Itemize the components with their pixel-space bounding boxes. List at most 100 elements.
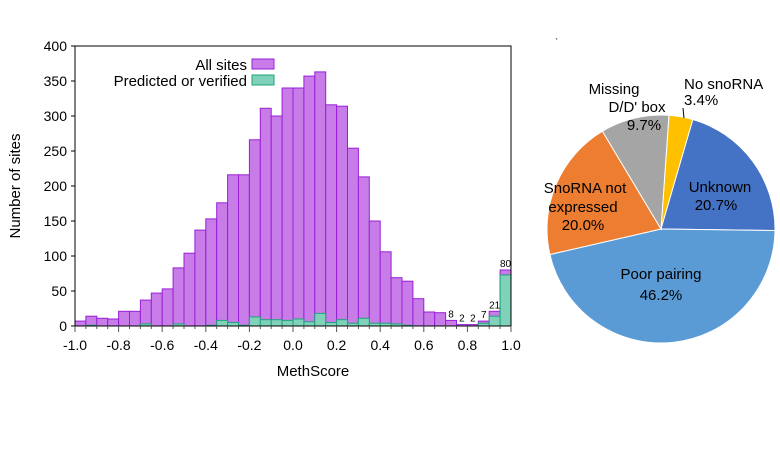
y-axis-label: Number of sites bbox=[7, 133, 24, 238]
bar-all-sites-30 bbox=[401, 280, 414, 327]
histogram: 0 50 100 150 200 250 300 350 400 -1.0 -0.8 -0.6 -0.4… bbox=[44, 38, 521, 353]
bar-all-sites-12 bbox=[205, 218, 218, 327]
bar-all-sites-29 bbox=[390, 277, 403, 327]
histogram-legend: All sites Predicted or verified bbox=[114, 57, 275, 90]
bar-all-sites-28 bbox=[379, 251, 392, 327]
bar-all-sites-16 bbox=[248, 139, 261, 327]
bar-all-sites-14 bbox=[227, 174, 240, 327]
y-tick-label: 50 bbox=[51, 283, 67, 299]
bar-all-sites-21 bbox=[303, 75, 316, 327]
bar-predicted-19 bbox=[281, 319, 294, 327]
pie-label-notexp-1: SnoRNA not bbox=[544, 180, 627, 197]
pie-chart bbox=[546, 114, 776, 344]
bar-predicted-14 bbox=[227, 322, 240, 327]
bar-all-sites-2 bbox=[96, 317, 109, 327]
pie-label-poor-1: Poor pairing bbox=[621, 266, 702, 283]
legend-label-all-sites: All sites bbox=[195, 57, 247, 74]
stray-mark: ' bbox=[556, 37, 558, 46]
pie-slice-poor-pairing bbox=[549, 228, 776, 344]
bar-predicted-23 bbox=[325, 322, 338, 327]
bar-all-sites-4 bbox=[118, 310, 130, 327]
bar-predicted-39 bbox=[499, 274, 512, 327]
bar-all-sites-9 bbox=[172, 267, 185, 327]
pie-label-no-snorna-1: No snoRNA bbox=[684, 76, 763, 93]
y-tick-label: 200 bbox=[44, 178, 68, 194]
bar-all-sites-25 bbox=[347, 147, 359, 327]
bar-all-sites-20 bbox=[292, 87, 305, 327]
bar-all-sites-24 bbox=[336, 105, 349, 327]
legend-swatch-all-sites bbox=[251, 58, 275, 70]
bar-predicted-24 bbox=[336, 319, 349, 327]
pie-label-poor-2: 46.2% bbox=[640, 287, 683, 304]
pie-slice-snorna-not-expressed bbox=[546, 130, 662, 256]
x-tick-label: -0.6 bbox=[150, 337, 174, 353]
bar-all-sites-26 bbox=[357, 176, 370, 327]
bar-all-sites-23 bbox=[325, 104, 338, 327]
bar-all-sites-27 bbox=[368, 220, 381, 327]
bar-all-sites-11 bbox=[194, 229, 207, 327]
bar-all-sites-15 bbox=[238, 174, 250, 327]
x-tick-label: -0.8 bbox=[107, 337, 131, 353]
bar-all-sites-1 bbox=[85, 315, 98, 327]
bar-all-sites-5 bbox=[129, 310, 141, 327]
pie-label-unknown-1: Unknown bbox=[689, 179, 752, 196]
pie-leader-line bbox=[682, 107, 685, 119]
bar-predicted-22 bbox=[314, 312, 327, 327]
pie-label-notexp-2: expressed bbox=[548, 199, 617, 216]
bar-all-sites-3 bbox=[107, 318, 120, 327]
bar-all-sites-32 bbox=[423, 311, 436, 327]
y-tick-label: 100 bbox=[44, 248, 68, 264]
x-tick-label: 0.4 bbox=[370, 337, 390, 353]
x-tick-label: -1.0 bbox=[63, 337, 87, 353]
bar-data-label: 7 bbox=[481, 310, 487, 321]
x-tick-label: -0.4 bbox=[194, 337, 218, 353]
bar-all-sites-33 bbox=[434, 312, 447, 327]
pie-label-missing-3: 9.7% bbox=[627, 117, 661, 134]
y-tick-label: 350 bbox=[44, 73, 68, 89]
bar-data-label: 2 bbox=[470, 314, 476, 325]
pie-label-missing-1: Missing bbox=[589, 81, 640, 98]
x-tick-label: -0.2 bbox=[237, 337, 261, 353]
bar-all-sites-7 bbox=[150, 292, 163, 327]
pie-slice-missing-d-d-box bbox=[601, 114, 670, 231]
pie-label-missing-2: D/D' box bbox=[608, 99, 666, 116]
pie-label-unknown-2: 20.7% bbox=[695, 197, 738, 214]
bar-all-sites-22 bbox=[314, 71, 327, 327]
bar-predicted-13 bbox=[216, 319, 229, 327]
bar-data-label: 80 bbox=[500, 259, 512, 270]
bar-all-sites-17 bbox=[259, 107, 272, 327]
bar-all-sites-34 bbox=[445, 319, 458, 327]
pie-label-notexp-3: 20.0% bbox=[562, 217, 605, 234]
bar-all-sites-31 bbox=[412, 298, 425, 327]
bar-all-sites-18 bbox=[270, 115, 283, 327]
bar-all-sites-0 bbox=[74, 320, 87, 327]
y-tick-label: 150 bbox=[44, 213, 68, 229]
x-tick-label: 0.0 bbox=[283, 337, 303, 353]
x-tick-label: 1.0 bbox=[501, 337, 521, 353]
bar-data-label: 21 bbox=[489, 300, 501, 311]
y-tick-label: 400 bbox=[44, 38, 68, 54]
bar-predicted-18 bbox=[270, 319, 283, 327]
legend-label-predicted: Predicted or verified bbox=[114, 73, 247, 90]
bar-predicted-38 bbox=[488, 315, 501, 327]
y-tick-label: 0 bbox=[59, 318, 67, 334]
bar-all-sites-10 bbox=[183, 252, 196, 327]
bar-all-sites-8 bbox=[161, 288, 174, 327]
bar-all-sites-6 bbox=[139, 299, 152, 327]
y-tick-label: 300 bbox=[44, 108, 68, 124]
x-axis-label: MethScore bbox=[277, 363, 350, 380]
bar-predicted-17 bbox=[259, 319, 272, 327]
pie-labels: Missing D/D' box 9.7% No snoRNA 3.4% Unk… bbox=[544, 76, 763, 304]
bar-predicted-16 bbox=[248, 316, 261, 327]
x-tick-label: 0.8 bbox=[458, 337, 478, 353]
x-tick-label: 0.2 bbox=[327, 337, 347, 353]
bar-predicted-20 bbox=[292, 318, 305, 327]
bar-data-label: 2 bbox=[459, 314, 465, 325]
bar-data-label: 8 bbox=[448, 309, 454, 320]
x-tick-label: 0.6 bbox=[414, 337, 434, 353]
bar-all-sites-19 bbox=[281, 87, 294, 327]
legend-swatch-predicted bbox=[251, 74, 275, 86]
bar-predicted-21 bbox=[303, 321, 316, 327]
bar-predicted-26 bbox=[357, 317, 370, 327]
